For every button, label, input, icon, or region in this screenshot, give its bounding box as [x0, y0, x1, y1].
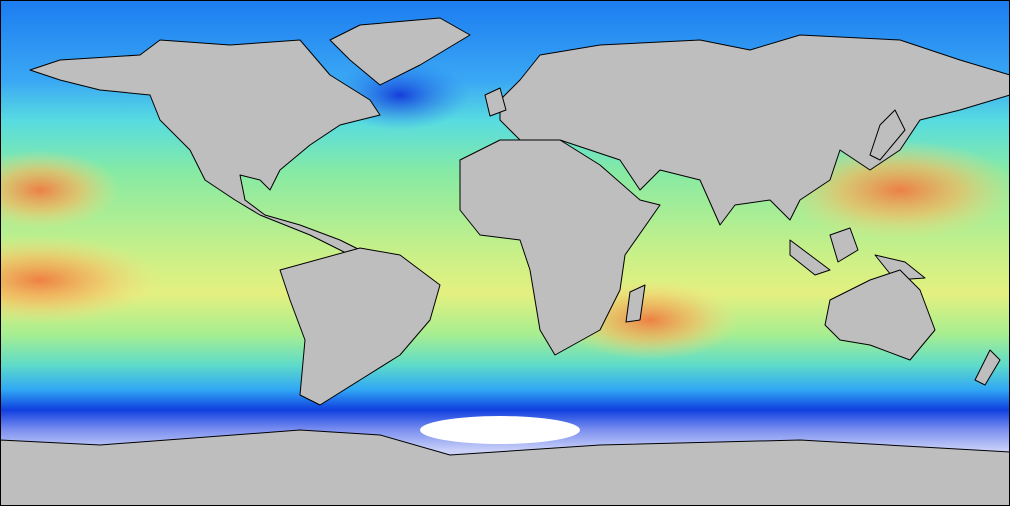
warm-patch	[0, 150, 120, 230]
eurasia	[499, 34, 1010, 226]
australia	[824, 269, 936, 361]
new-zealand	[974, 349, 1001, 386]
japan	[869, 109, 906, 161]
greenland	[329, 17, 471, 86]
warm-patch	[780, 140, 1010, 240]
antarctica	[0, 429, 1010, 506]
ice-patch	[420, 416, 580, 444]
indonesia	[789, 239, 831, 276]
madagascar	[625, 284, 646, 323]
land	[0, 17, 1010, 506]
new-guinea	[874, 254, 926, 281]
borneo	[829, 227, 859, 263]
south-america	[279, 247, 441, 406]
britain	[484, 87, 507, 117]
africa	[459, 139, 661, 356]
north-america	[29, 39, 381, 256]
warm-patch	[0, 235, 160, 325]
